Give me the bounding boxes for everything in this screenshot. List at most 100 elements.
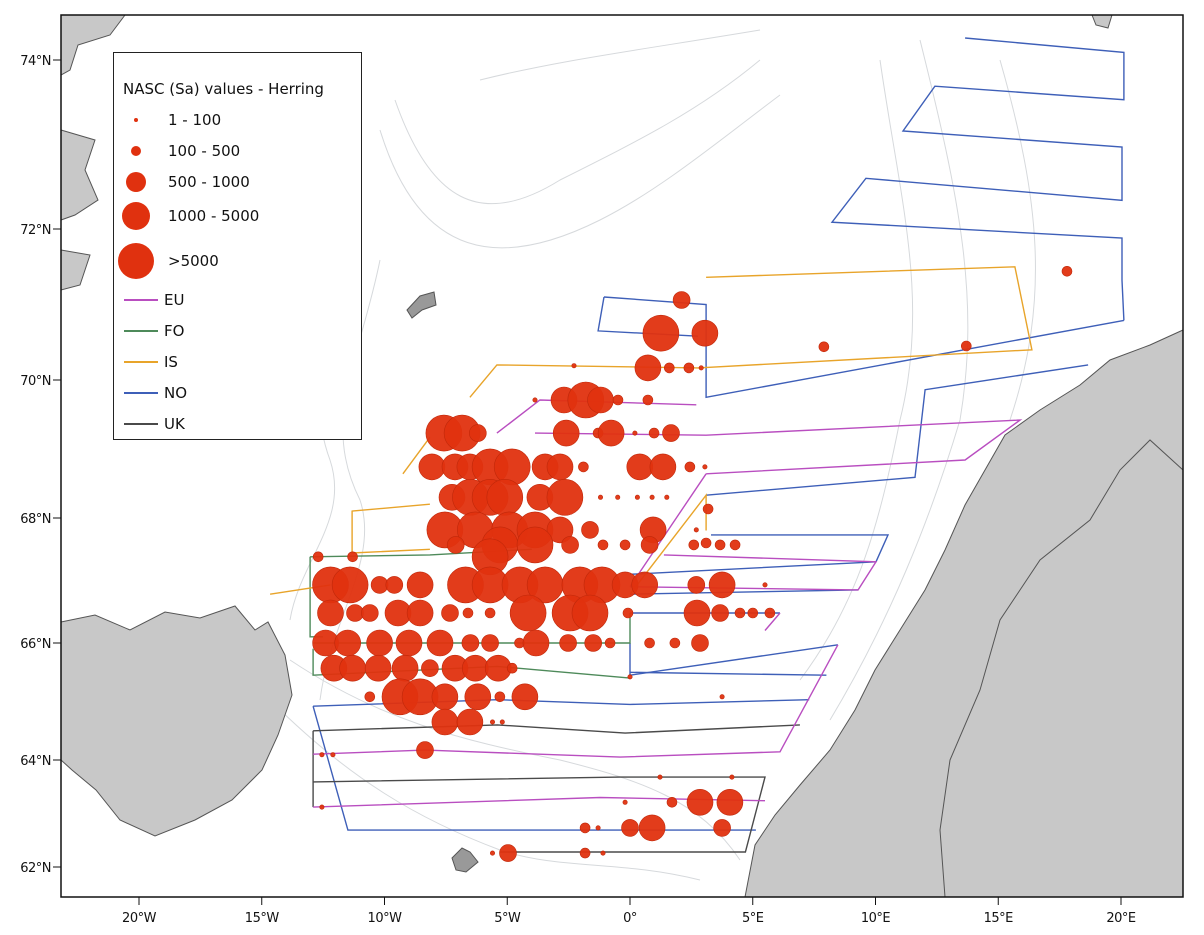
nasc-bubble — [584, 634, 603, 652]
legend: NASC (Sa) values - Herring 1 - 100 100 - … — [113, 52, 362, 440]
nasc-bubble — [364, 691, 376, 703]
nasc-bubble — [587, 386, 614, 414]
transect-no — [629, 589, 859, 595]
nasc-bubble — [663, 362, 675, 374]
transect-is — [351, 503, 430, 554]
nasc-bubble — [700, 537, 712, 549]
nasc-bubble — [600, 850, 606, 856]
x-tick-label: 20°E — [1106, 911, 1136, 926]
transect-no — [629, 671, 827, 676]
nasc-bubble — [649, 494, 655, 500]
nasc-bubble — [416, 741, 434, 759]
nasc-bubble — [719, 694, 725, 700]
nasc-bubble — [546, 453, 574, 481]
x-tick-label: 0° — [623, 911, 637, 926]
nasc-bubble — [493, 448, 531, 486]
transect-uk — [313, 776, 766, 853]
nasc-bubble — [578, 461, 589, 473]
nasc-bubble — [702, 503, 714, 515]
transect-eu — [764, 612, 781, 631]
nasc-bubble — [642, 394, 654, 406]
nasc-bubble — [406, 599, 434, 627]
y-tick-label: 62°N — [20, 861, 51, 876]
x-tick-label: 10°W — [368, 911, 403, 926]
nasc-bubble — [683, 362, 695, 374]
nasc-bubble — [714, 539, 726, 551]
legend-size-label: >5000 — [168, 252, 219, 270]
nasc-bubble — [622, 799, 628, 805]
bubble-symbol-icon — [114, 105, 158, 135]
y-tick-label: 68°N — [20, 512, 51, 527]
legend-size-label: 1000 - 5000 — [168, 207, 260, 225]
nasc-bubble — [818, 341, 830, 353]
nasc-bubble — [631, 571, 659, 599]
bubble-symbol-icon — [114, 243, 158, 279]
nasc-bubble — [406, 571, 434, 599]
nasc-bubble — [312, 551, 324, 563]
transect-no — [312, 706, 756, 831]
nasc-bubble — [634, 354, 662, 382]
faroe-islands — [451, 847, 479, 873]
legend-title: NASC (Sa) values - Herring — [123, 80, 324, 98]
nasc-bubble — [612, 394, 624, 406]
nasc-bubble — [319, 752, 325, 758]
nasc-bubble — [431, 708, 459, 736]
nasc-bubble — [486, 478, 524, 516]
legend-size-label: 1 - 100 — [168, 111, 222, 129]
y-tick-label: 72°N — [20, 223, 51, 238]
legend-vessel-fo: FO — [114, 316, 184, 346]
nasc-bubble — [734, 607, 746, 619]
nasc-bubble — [615, 494, 621, 500]
nasc-bubble — [684, 461, 696, 473]
x-tick-label: 20°W — [122, 911, 157, 926]
nasc-bubble — [511, 683, 539, 711]
legend-size-label: 500 - 1000 — [168, 173, 250, 191]
transect-is — [469, 266, 1033, 398]
legend-vessel-label: UK — [164, 415, 185, 433]
nasc-bubble — [708, 571, 736, 599]
nasc-bubble — [571, 594, 609, 632]
nasc-bubble — [468, 424, 487, 442]
nasc-bubble — [461, 634, 480, 652]
nasc-bubble — [481, 634, 499, 652]
nasc-bubble — [581, 521, 599, 539]
legend-size-1: 1 - 100 — [114, 105, 221, 135]
nasc-bubble — [747, 607, 759, 619]
nasc-bubble — [648, 427, 660, 439]
line-symbol-icon — [124, 330, 158, 332]
nasc-bubble — [499, 719, 505, 725]
nasc-bubble — [484, 607, 496, 619]
nasc-bubble — [702, 464, 708, 470]
legend-vessel-eu: EU — [114, 285, 184, 315]
nasc-bubble — [729, 774, 735, 780]
transect-no — [629, 534, 890, 575]
nasc-bubble — [634, 494, 640, 500]
bubble-symbol-icon — [114, 167, 158, 197]
nasc-bubble — [395, 629, 423, 657]
nasc-bubble — [669, 637, 681, 649]
legend-vessel-label: EU — [164, 291, 185, 309]
nasc-bubble — [619, 539, 631, 551]
transect-eu — [313, 644, 839, 758]
nasc-bubble — [546, 478, 584, 516]
nasc-bubble — [571, 363, 577, 369]
nasc-bubble — [464, 683, 492, 711]
nasc-bubble — [494, 691, 506, 703]
x-tick-label: 5°W — [494, 911, 521, 926]
nasc-bubble — [446, 536, 465, 554]
map-frame — [60, 14, 1184, 898]
nasc-bubble — [638, 814, 666, 842]
nasc-bubble — [729, 539, 741, 551]
line-symbol-icon — [124, 423, 158, 425]
country-border — [939, 439, 1184, 898]
transect-no — [706, 364, 1089, 496]
nasc-bubble — [364, 654, 392, 682]
legend-vessel-label: NO — [164, 384, 188, 402]
legend-vessel-label: FO — [164, 322, 185, 340]
nasc-bubble — [334, 629, 362, 657]
nasc-bubble — [666, 796, 678, 808]
nasc-bubble — [640, 536, 659, 554]
transect-no — [830, 37, 1125, 321]
nasc-bubble — [346, 604, 364, 622]
